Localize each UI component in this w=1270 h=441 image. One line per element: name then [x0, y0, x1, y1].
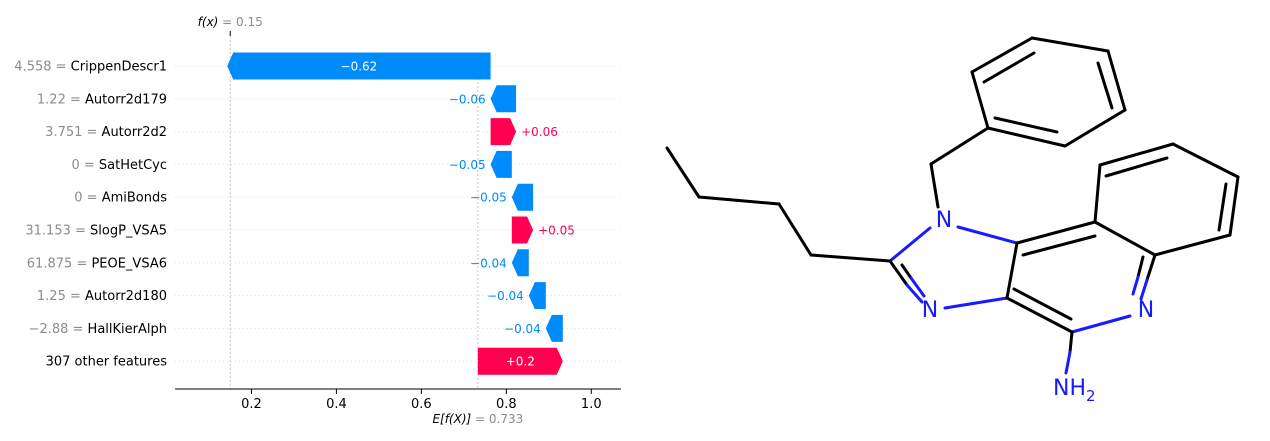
feature-name: 307 other features — [46, 355, 168, 370]
imidazole-ring — [888, 162, 1019, 310]
feature-name: PEOE_VSA6 — [91, 256, 167, 271]
feature-value: 1.22 = — [37, 92, 85, 107]
quinoline-rings — [1005, 142, 1240, 375]
contribution-label: −0.05 — [470, 191, 507, 205]
n3-atom-label: N — [922, 298, 938, 323]
feature-label: −2.88 = HallKierAlph — [29, 322, 167, 337]
ex-label: E[f(X)] — [432, 412, 471, 426]
x-tick-label: 0.6 — [411, 397, 432, 412]
feature-value: 4.558 = — [14, 60, 70, 75]
feature-name: Autorr2d179 — [85, 92, 167, 107]
feature-name: Autorr2d2 — [102, 125, 167, 140]
n5-atom-label: N — [1138, 298, 1154, 323]
contribution-bar — [490, 85, 517, 113]
benzyl-ring — [929, 36, 1127, 166]
feature-name: SlogP_VSA5 — [90, 224, 167, 239]
contribution-label: −0.06 — [449, 92, 486, 106]
contribution-bar — [511, 216, 534, 244]
feature-name: HallKierAlph — [88, 322, 167, 337]
feature-label: 0 = AmiBonds — [74, 191, 167, 206]
contribution-label: +0.05 — [538, 224, 575, 238]
x-tick-label: 0.2 — [241, 397, 262, 412]
contribution-label: +0.06 — [521, 125, 558, 139]
feature-name: AmiBonds — [102, 191, 168, 206]
contribution-bar — [511, 183, 534, 211]
contribution-bar — [490, 150, 512, 178]
fx-value: = 0.15 — [218, 15, 262, 29]
feature-label: 61.875 = PEOE_VSA6 — [27, 256, 167, 271]
feature-name: Autorr2d180 — [85, 289, 167, 304]
feature-value: 61.875 = — [27, 256, 92, 271]
shap-waterfall-chart: 4.558 = CrippenDescr1 1.22 = Autorr2d179 3… — [14, 15, 621, 426]
molecule-structure: N N N NH2 — [665, 36, 1240, 405]
feature-value: 1.25 = — [37, 289, 85, 304]
feature-name: CrippenDescr1 — [71, 60, 167, 75]
contribution-bar — [528, 282, 546, 310]
feature-value: 0 = — [71, 158, 98, 173]
contribution-label: −0.04 — [470, 256, 507, 270]
butyl-chain — [665, 146, 892, 263]
feature-value: 3.751 = — [45, 125, 101, 140]
feature-label: 307 other features — [46, 355, 168, 370]
value-annotations: −0.62 −0.06 +0.06 −0.05 −0.05 +0.05 −0.04 −0.04… — [198, 15, 575, 426]
feature-label: 3.751 = Autorr2d2 — [45, 125, 167, 140]
feature-label: 4.558 = CrippenDescr1 — [14, 60, 167, 75]
x-tick-label: 1.0 — [581, 397, 602, 412]
contribution-bar — [545, 314, 563, 342]
contribution-bar — [477, 347, 563, 375]
contribution-label: −0.62 — [341, 60, 378, 74]
ex-annotation: E[f(X)] = 0.733 — [432, 412, 523, 426]
x-axis: 0.2 0.4 0.6 0.8 1.0 — [175, 388, 621, 412]
contribution-label: −0.05 — [449, 158, 486, 172]
x-tick-label: 0.4 — [326, 397, 347, 412]
feature-label: 31.153 = SlogP_VSA5 — [25, 224, 167, 239]
contribution-bar — [227, 52, 491, 80]
contribution-bars — [227, 52, 563, 375]
contribution-label: −0.04 — [504, 322, 541, 336]
fx-label: f(x) — [198, 15, 219, 29]
feature-value: 31.153 = — [25, 224, 90, 239]
x-tick-label: 0.8 — [496, 397, 517, 412]
feature-labels: 4.558 = CrippenDescr1 1.22 = Autorr2d179 3… — [14, 60, 167, 370]
contribution-label: +0.2 — [506, 355, 535, 369]
row-gridlines — [175, 36, 621, 389]
ex-value: = 0.733 — [471, 412, 523, 426]
contribution-bar — [511, 249, 529, 277]
feature-value: −2.88 = — [29, 322, 88, 337]
feature-value: 0 = — [74, 191, 101, 206]
contribution-bar — [490, 118, 517, 146]
feature-label: 1.22 = Autorr2d179 — [37, 92, 167, 107]
n1-atom-label: N — [936, 208, 952, 233]
feature-label: 0 = SatHetCyc — [71, 158, 167, 173]
feature-name: SatHetCyc — [99, 158, 167, 173]
feature-label: 1.25 = Autorr2d180 — [37, 289, 167, 304]
amine-label: NH2 — [1053, 376, 1096, 405]
fx-annotation: f(x) = 0.15 — [198, 15, 263, 29]
contribution-label: −0.04 — [487, 289, 524, 303]
